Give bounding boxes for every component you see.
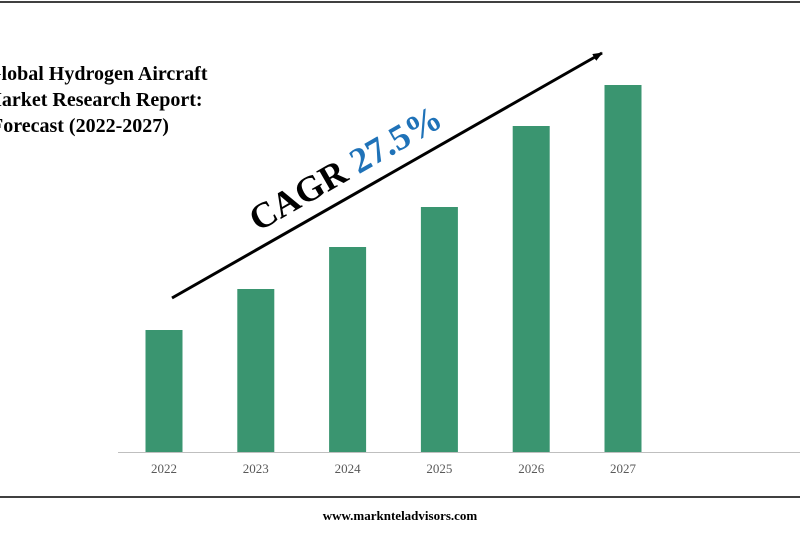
trend-arrow (171, 51, 603, 300)
footer: www.marknteladvisors.com (323, 508, 478, 523)
bar (329, 247, 367, 452)
x-tick-label: 2027 (610, 461, 637, 476)
bar (145, 330, 183, 452)
title-line: Global Hydrogen Aircraft (0, 63, 208, 85)
x-tick-label: 2025 (426, 461, 452, 476)
x-tick-label: 2026 (518, 461, 545, 476)
x-tick-label: 2022 (151, 461, 177, 476)
bar (420, 207, 458, 452)
bar (237, 289, 275, 452)
x-tick-label: 2024 (335, 461, 362, 476)
bar (512, 126, 550, 452)
bar (604, 85, 642, 452)
title-line: Forecast (2022-2027) (0, 115, 169, 137)
title-line: Market Research Report: (0, 89, 203, 111)
x-tick-label: 2023 (243, 461, 269, 476)
